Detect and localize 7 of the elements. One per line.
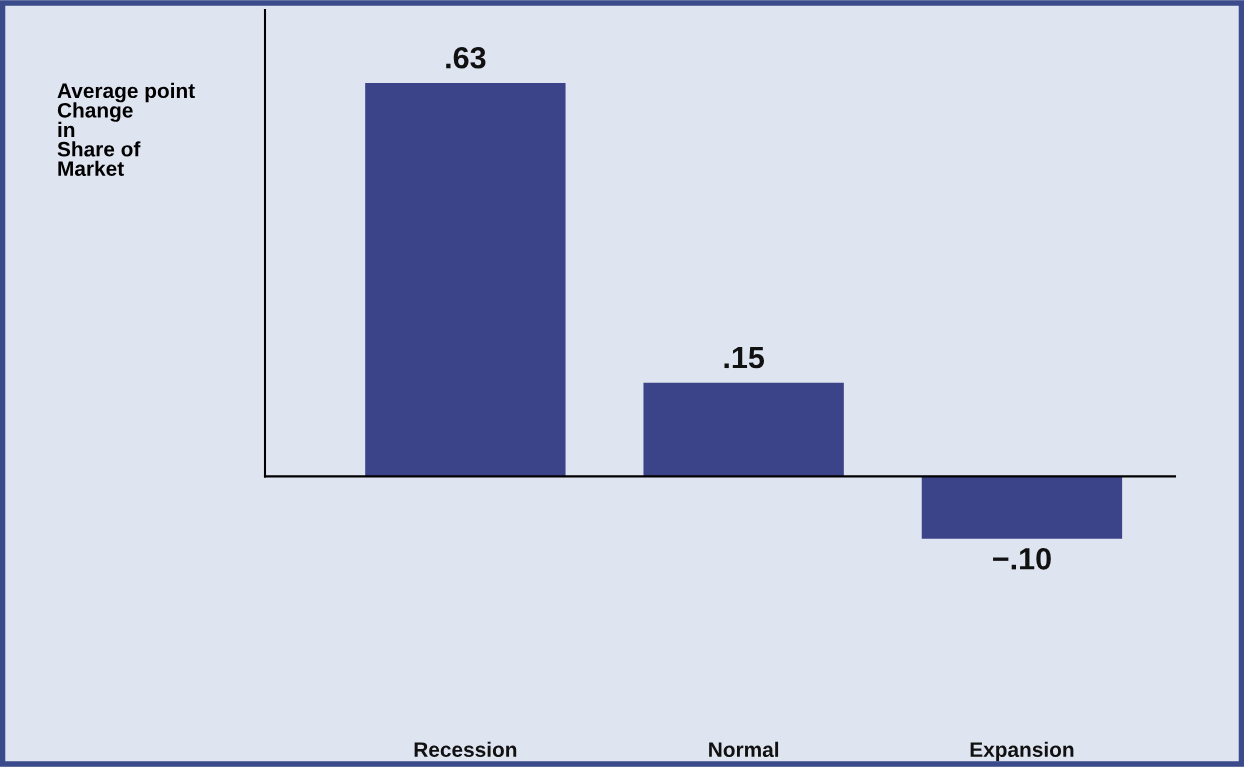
data-label: −.10: [993, 548, 1051, 570]
y-axis-title: Average point Change in Share of Market: [57, 82, 195, 176]
data-label: .63: [446, 46, 486, 69]
x-tick-label: Expansion: [970, 741, 1074, 762]
data-label: .15: [724, 347, 765, 369]
x-tick-label: Normal: [709, 741, 779, 758]
x-tick-label: Recession: [414, 741, 517, 758]
